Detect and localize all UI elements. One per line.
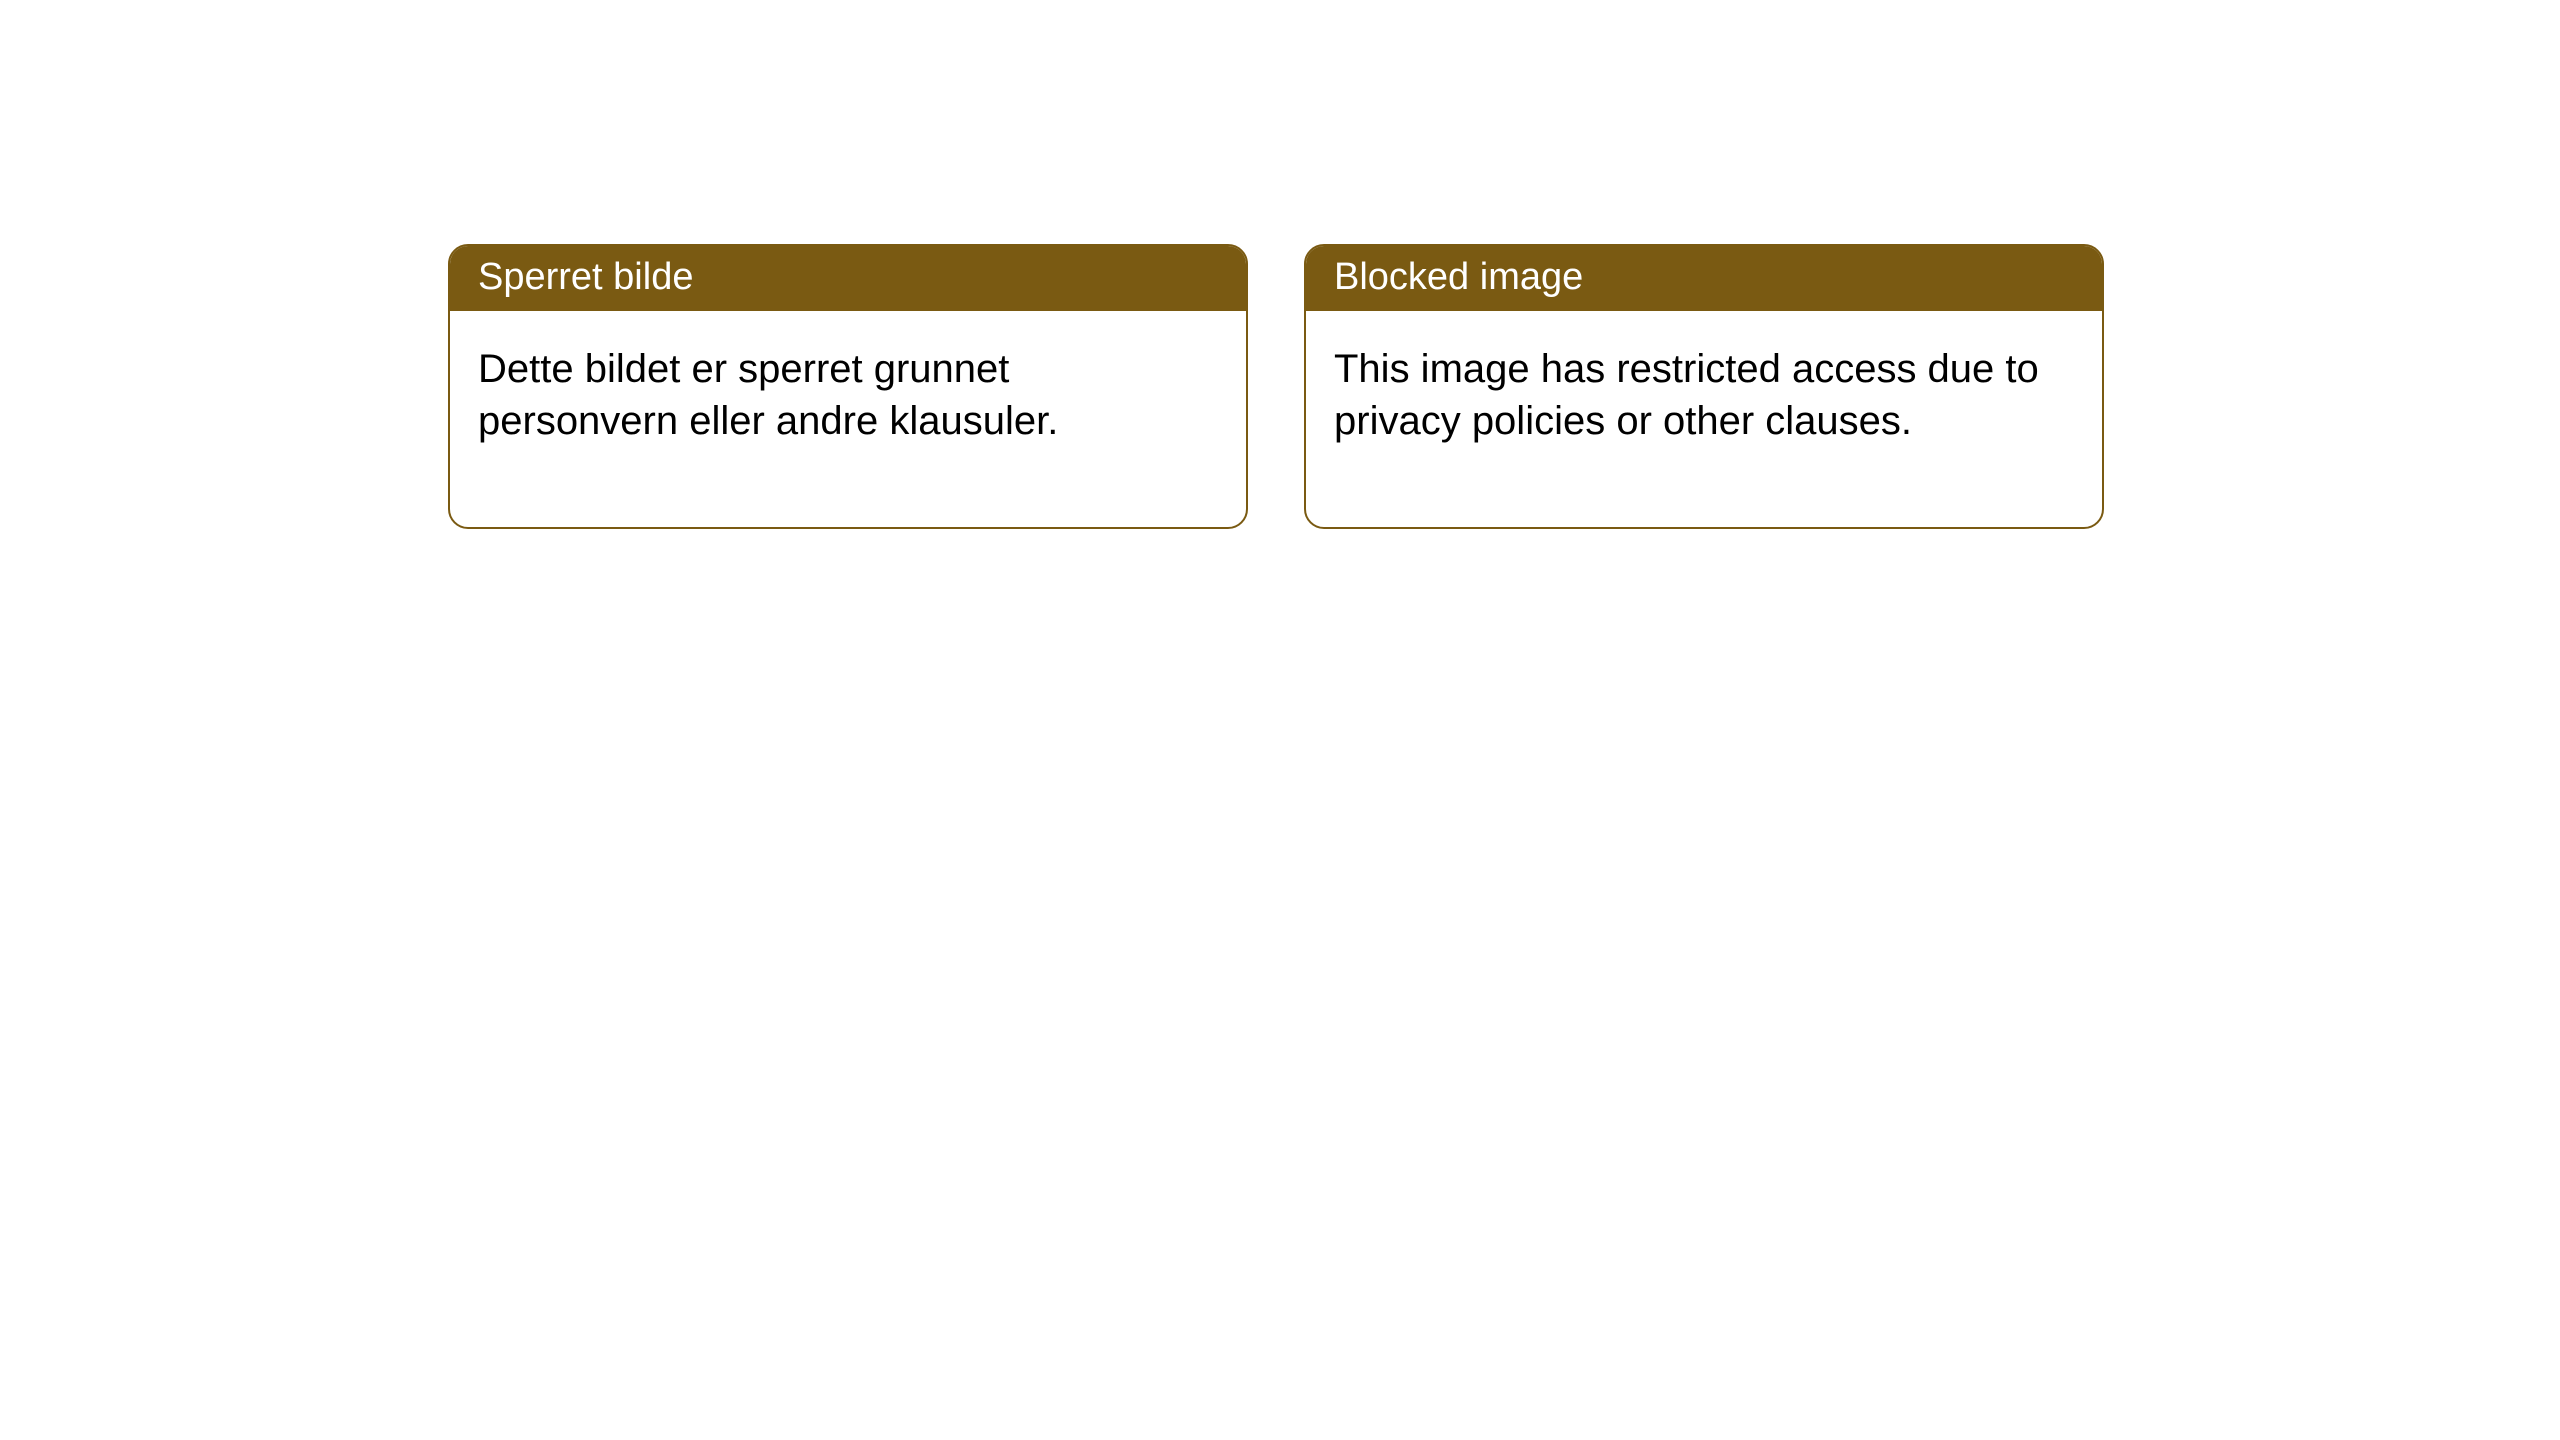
notice-card-norwegian: Sperret bilde Dette bildet er sperret gr…: [448, 244, 1248, 529]
notice-card-english: Blocked image This image has restricted …: [1304, 244, 2104, 529]
notice-card-body: Dette bildet er sperret grunnet personve…: [450, 311, 1246, 527]
notice-card-title: Sperret bilde: [450, 246, 1246, 311]
notice-container: Sperret bilde Dette bildet er sperret gr…: [0, 0, 2560, 529]
notice-card-body: This image has restricted access due to …: [1306, 311, 2102, 527]
notice-card-title: Blocked image: [1306, 246, 2102, 311]
